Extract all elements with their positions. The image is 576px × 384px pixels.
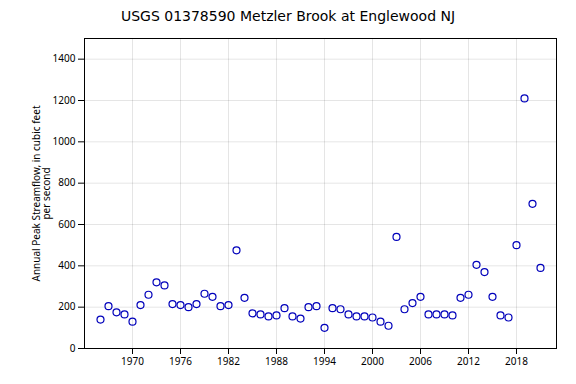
svg-text:600: 600: [58, 217, 75, 231]
svg-text:2012: 2012: [457, 354, 480, 368]
svg-text:1976: 1976: [169, 354, 192, 368]
svg-text:2018: 2018: [505, 354, 528, 368]
svg-text:2006: 2006: [409, 354, 432, 368]
svg-text:0: 0: [70, 341, 76, 355]
svg-text:1970: 1970: [121, 354, 144, 368]
svg-text:1200: 1200: [53, 93, 76, 107]
svg-text:1982: 1982: [217, 354, 240, 368]
svg-text:2000: 2000: [361, 354, 384, 368]
svg-text:800: 800: [58, 175, 75, 189]
svg-text:200: 200: [58, 299, 75, 313]
svg-text:1994: 1994: [313, 354, 336, 368]
svg-text:1000: 1000: [53, 134, 76, 148]
svg-text:400: 400: [58, 258, 75, 272]
html-text:USGS 01378590 Metzler Brook at: USGS 01378590 Metzler Brook at Englewood…: [120, 8, 456, 24]
svg-text:1400: 1400: [53, 51, 76, 65]
svg-text:Annual Peak Streamflow, in cub: Annual Peak Streamflow, in cubic feetper…: [29, 105, 53, 281]
svg-text:1988: 1988: [265, 354, 288, 368]
